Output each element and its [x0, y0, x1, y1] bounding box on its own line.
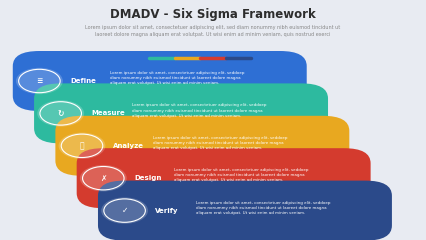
Text: Lorem ipsum dolor sit amet, consectetuer adipiscing elit, seddoep
diam nonummy n: Lorem ipsum dolor sit amet, consectetuer… — [174, 168, 309, 182]
Text: Lorem ipsum dolor sit amet, consectetuer adipiscing elit, seddoep
diam nonummy n: Lorem ipsum dolor sit amet, consectetuer… — [110, 71, 245, 85]
Text: ✗: ✗ — [100, 174, 106, 183]
FancyBboxPatch shape — [13, 51, 307, 111]
Text: Lorem ipsum dolor sit amet, consectetuer adipiscing elit, sed diam nonummy nibh : Lorem ipsum dolor sit amet, consectetuer… — [85, 25, 341, 37]
Text: Define: Define — [70, 78, 96, 84]
Text: ✓: ✓ — [121, 206, 128, 215]
Circle shape — [37, 100, 84, 127]
FancyBboxPatch shape — [98, 180, 392, 240]
FancyBboxPatch shape — [77, 148, 371, 208]
Text: Analyze: Analyze — [112, 143, 144, 149]
Circle shape — [16, 68, 63, 94]
Text: Design: Design — [134, 175, 161, 181]
Text: ↻: ↻ — [58, 109, 64, 118]
Text: Verify: Verify — [155, 208, 179, 214]
Text: Lorem ipsum dolor sit amet, consectetuer adipiscing elit, seddoep
diam nonummy n: Lorem ipsum dolor sit amet, consectetuer… — [153, 136, 288, 150]
FancyBboxPatch shape — [34, 84, 328, 144]
Text: ⌕: ⌕ — [80, 141, 84, 150]
Text: Lorem ipsum dolor sit amet, consectetuer adipiscing elit, seddoep
diam nonummy n: Lorem ipsum dolor sit amet, consectetuer… — [132, 103, 266, 118]
FancyBboxPatch shape — [55, 116, 349, 176]
Circle shape — [80, 165, 127, 192]
Text: DMADV - Six Sigma Framework: DMADV - Six Sigma Framework — [110, 8, 316, 21]
Text: Lorem ipsum dolor sit amet, consectetuer adipiscing elit, seddoep
diam nonummy n: Lorem ipsum dolor sit amet, consectetuer… — [196, 201, 330, 215]
Text: Measure: Measure — [91, 110, 125, 116]
Circle shape — [101, 197, 148, 224]
Circle shape — [58, 132, 106, 159]
Text: ≡: ≡ — [36, 77, 43, 85]
